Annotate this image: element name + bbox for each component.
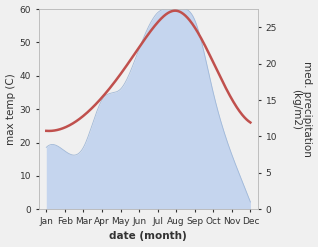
Y-axis label: med. precipitation
(kg/m2): med. precipitation (kg/m2) bbox=[291, 61, 313, 157]
X-axis label: date (month): date (month) bbox=[109, 231, 187, 242]
Y-axis label: max temp (C): max temp (C) bbox=[5, 73, 16, 145]
